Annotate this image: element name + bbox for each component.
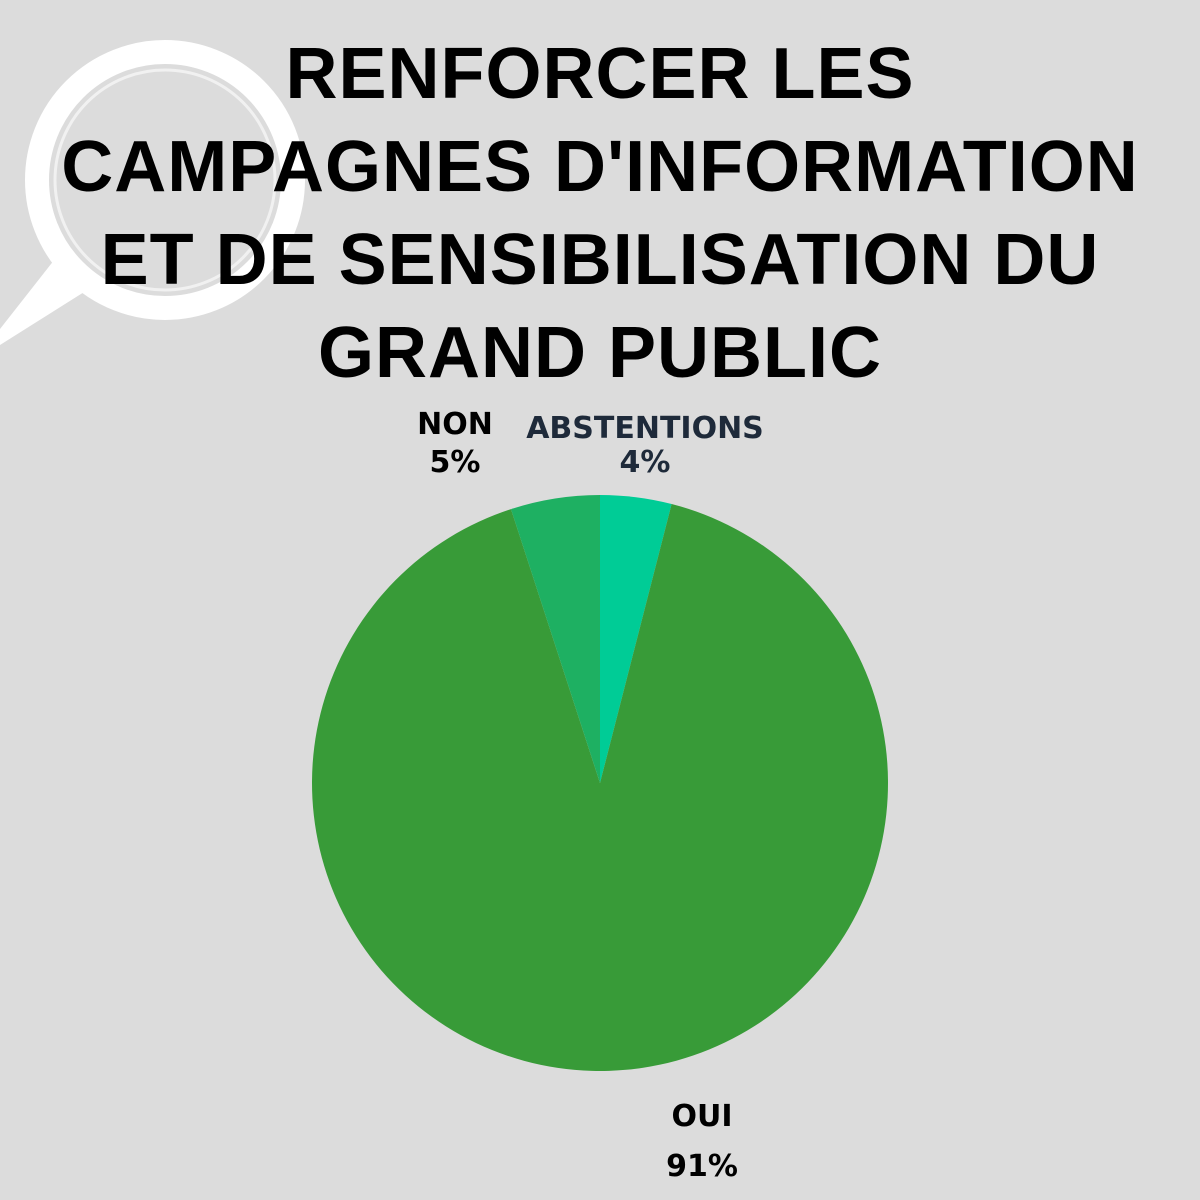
pie-slice-abstentions <box>600 495 672 783</box>
slice-label-abstentions-value: 4% <box>619 445 671 480</box>
slice-label-oui-value: 91% <box>666 1149 738 1184</box>
slice-label-oui: OUI 91% <box>666 1092 738 1192</box>
slice-label-non-value: 5% <box>429 445 481 480</box>
pie-slice-non <box>511 495 600 783</box>
slice-label-non: NON 5% <box>417 406 493 482</box>
pie-slice-oui <box>312 504 889 1072</box>
slice-label-oui-name: OUI <box>671 1099 733 1134</box>
slice-label-abstentions-name: ABSTENTIONS <box>526 411 764 446</box>
slice-label-non-name: NON <box>417 407 493 442</box>
chart-title: RENFORCER LES CAMPAGNES D'INFORMATION ET… <box>61 34 1139 393</box>
slice-label-abstentions: ABSTENTIONS 4% <box>526 412 764 480</box>
